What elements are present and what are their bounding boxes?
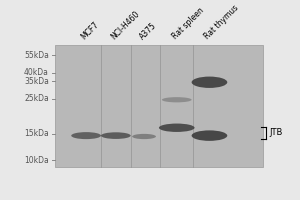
Text: 40kDa: 40kDa: [24, 68, 49, 77]
Ellipse shape: [159, 124, 195, 132]
Ellipse shape: [132, 134, 156, 139]
Ellipse shape: [192, 77, 227, 88]
Ellipse shape: [192, 130, 227, 141]
Text: NCI-H460: NCI-H460: [110, 9, 142, 41]
FancyBboxPatch shape: [55, 45, 263, 167]
Text: Rat spleen: Rat spleen: [170, 6, 206, 41]
Text: A375: A375: [138, 21, 158, 41]
Text: Rat thymus: Rat thymus: [203, 3, 241, 41]
Text: 25kDa: 25kDa: [24, 94, 49, 103]
Text: 35kDa: 35kDa: [24, 77, 49, 86]
Ellipse shape: [162, 97, 192, 102]
Text: JTB: JTB: [269, 128, 282, 137]
Text: 55kDa: 55kDa: [24, 51, 49, 60]
Text: 15kDa: 15kDa: [24, 129, 49, 138]
Ellipse shape: [71, 132, 101, 139]
Text: MCF7: MCF7: [80, 20, 101, 41]
Ellipse shape: [101, 132, 131, 139]
Text: 10kDa: 10kDa: [24, 156, 49, 165]
